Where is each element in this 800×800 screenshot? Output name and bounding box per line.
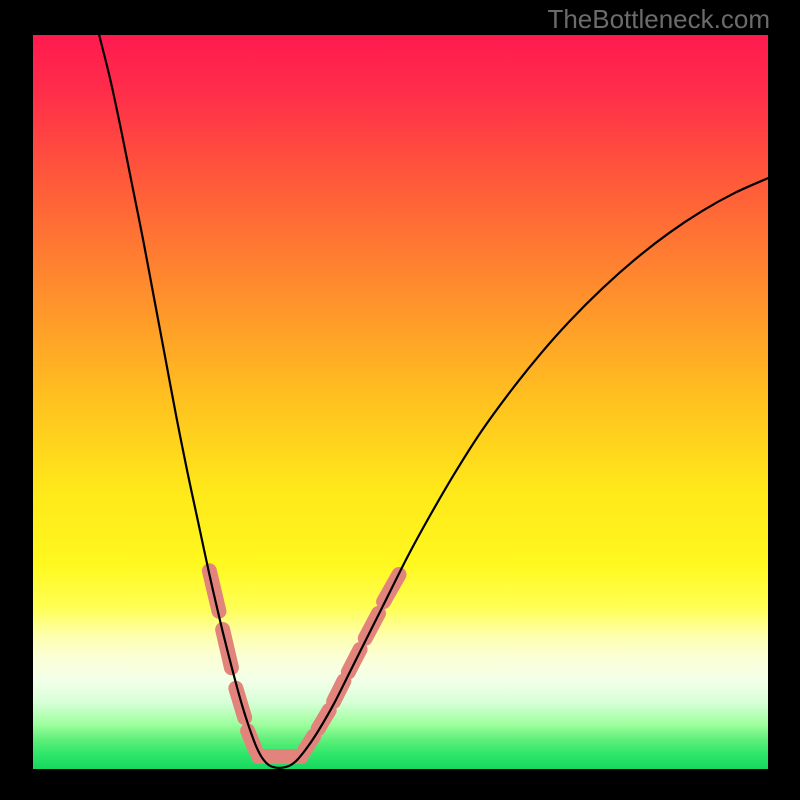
chart-svg bbox=[0, 0, 800, 800]
watermark-text: TheBottleneck.com bbox=[547, 4, 770, 35]
chart-root: TheBottleneck.com bbox=[0, 0, 800, 800]
gradient-background bbox=[33, 35, 768, 769]
